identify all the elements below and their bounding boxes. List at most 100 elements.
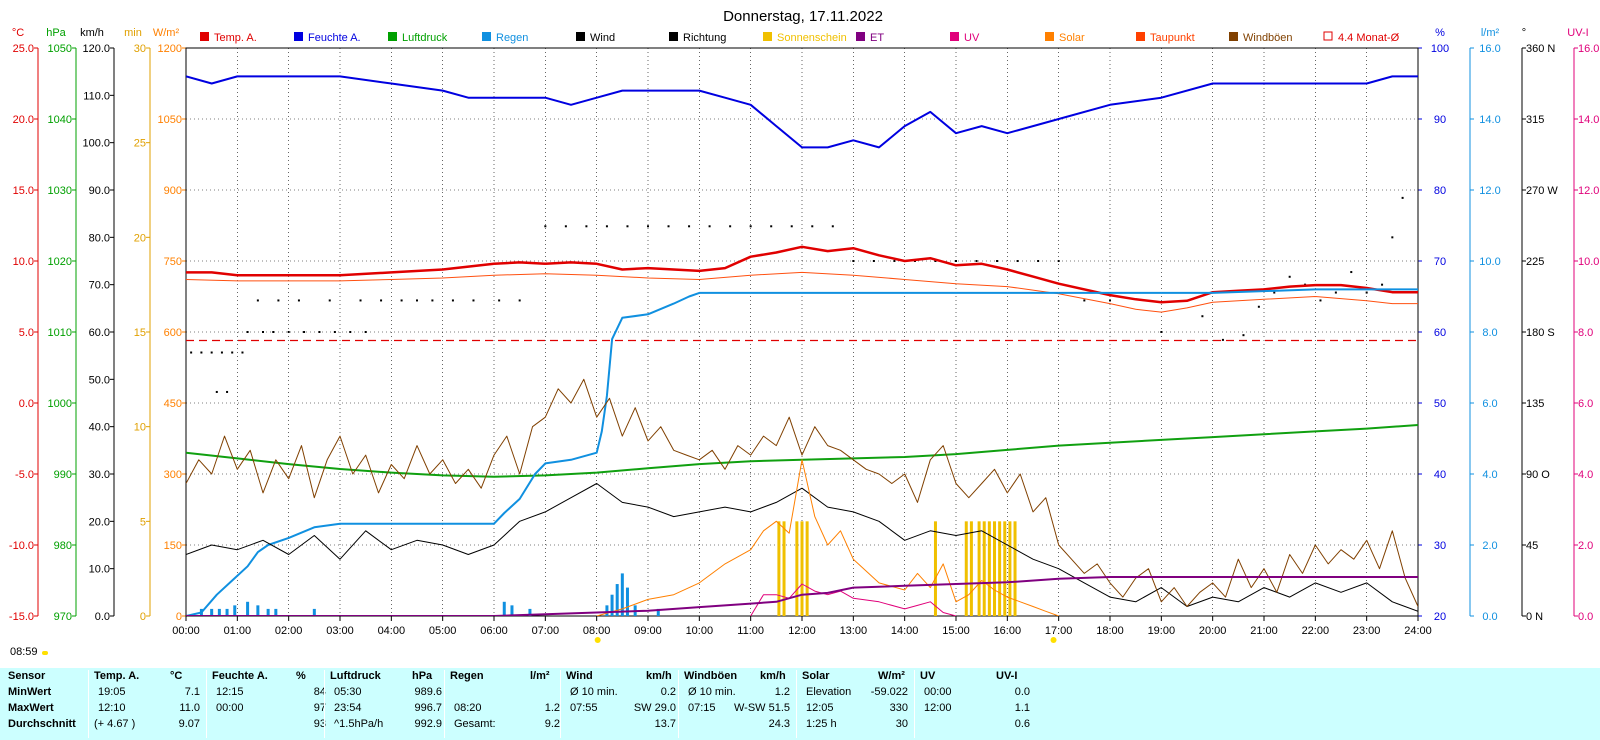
legend-swatch [763, 32, 772, 41]
rain-tick-label: 10.0 [1479, 256, 1500, 268]
rain-bar [610, 594, 614, 616]
direction-point [246, 331, 249, 333]
direction-point [472, 299, 475, 302]
sunshine-bar [800, 521, 804, 616]
pressure-tick-label: 1030 [48, 185, 72, 197]
direction-point [708, 225, 711, 228]
uvi-tick-label: 10.0 [1578, 256, 1599, 268]
direction-point [1242, 334, 1245, 337]
uvi-tick-label: 2.0 [1578, 540, 1593, 552]
direction-point [770, 225, 773, 228]
stats-divider [88, 670, 89, 738]
stats-header-unit: °C [170, 670, 183, 682]
stats-header-unit: km/h [760, 670, 786, 682]
stats-value: 97 [313, 702, 326, 714]
direction-point [380, 299, 383, 302]
x-tick-label: 12:00 [788, 625, 816, 637]
direction-point [262, 331, 264, 333]
stats-value: 1.2 [544, 702, 560, 714]
x-tick-label: 15:00 [942, 625, 970, 637]
pressure-axis-unit: hPa [46, 27, 66, 39]
solar-tick-label: 600 [164, 327, 182, 339]
stats-time: 12:05 [806, 702, 834, 714]
rain-bar [246, 601, 250, 616]
stats-time: 08:20 [454, 702, 482, 714]
rain-bar [528, 608, 532, 616]
stats-time: (+ 4.67 ) [94, 718, 136, 730]
stats-time: 12:15 [216, 686, 244, 698]
rain-bar [605, 605, 609, 616]
rain-bar [312, 608, 316, 616]
direction-point [416, 299, 418, 302]
humidity-axis-unit: % [1435, 27, 1445, 39]
rain-bar [256, 605, 260, 616]
wind-tick-label: 30.0 [89, 469, 110, 481]
direction-point [585, 225, 588, 228]
sun-icon [42, 651, 48, 655]
direction-point [790, 225, 793, 228]
stats-time: 07:15 [688, 702, 716, 714]
stats-header-unit: l/m² [530, 670, 550, 682]
direction-point [328, 299, 331, 302]
stats-header-unit: hPa [412, 670, 433, 682]
solar-tick-label: 0 [176, 611, 182, 623]
sunshine-bar [1013, 521, 1017, 616]
sunrise-marker [594, 637, 601, 643]
legend-swatch [856, 32, 865, 41]
direction-point [749, 225, 752, 228]
solar-tick-label: 900 [164, 185, 182, 197]
x-tick-label: 16:00 [994, 625, 1022, 637]
wind-tick-label: 40.0 [89, 422, 110, 434]
direction-point [318, 331, 321, 333]
rain-bar [625, 587, 629, 616]
direction-point [1334, 291, 1337, 294]
stats-divider [560, 670, 561, 738]
legend-swatch [576, 32, 585, 41]
uvi-tick-label: 6.0 [1578, 398, 1593, 410]
direction-point [729, 225, 732, 228]
wind-tick-label: 50.0 [89, 374, 110, 386]
pressure-tick-label: 1040 [48, 114, 72, 126]
stats-value: 1.2 [774, 686, 790, 698]
direction-point [1365, 291, 1368, 294]
statistics-panel: Sensor MinWert MaxWert Durchschnitt Temp. A.… [0, 668, 1600, 740]
direction-point [1273, 291, 1276, 294]
legend-item-label: Richtung [683, 32, 726, 44]
series-line [186, 378, 1418, 607]
direction-point [1381, 283, 1384, 286]
direction-point [210, 351, 213, 354]
rain-tick-label: 8.0 [1482, 327, 1497, 339]
stats-value: -59.022 [870, 686, 908, 698]
legend-item-label: Wind [590, 32, 615, 44]
x-tick-label: 04:00 [378, 625, 406, 637]
pressure-tick-label: 1020 [48, 256, 72, 268]
direction-point [272, 331, 275, 333]
rain-tick-label: 12.0 [1479, 185, 1500, 197]
rain-axis-unit: l/m² [1481, 27, 1500, 39]
humidity-tick-label: 40 [1434, 469, 1446, 481]
stats-divider [678, 670, 679, 738]
rain-tick-label: 4.0 [1482, 469, 1497, 481]
sun_min-tick-label: 30 [134, 43, 146, 55]
humidity-tick-label: 70 [1434, 256, 1446, 268]
solar-tick-label: 750 [164, 256, 182, 268]
direction-point [241, 351, 244, 354]
x-tick-label: 19:00 [1148, 625, 1176, 637]
uvi-tick-label: 8.0 [1578, 327, 1593, 339]
stats-time: 23:54 [334, 702, 362, 714]
chart-title: Donnerstag, 17.11.2022 [723, 8, 883, 25]
direction-point [349, 331, 352, 333]
sun_min-tick-label: 0 [140, 611, 146, 623]
sunshine-bar [933, 521, 937, 616]
rain-bar [233, 605, 237, 616]
solar-axis-unit: W/m² [153, 27, 180, 39]
stats-value: 9.07 [178, 718, 200, 730]
direction-point [1037, 260, 1040, 262]
solar-tick-label: 300 [164, 469, 182, 481]
stats-value: 93 [313, 718, 326, 730]
rain-bar [217, 608, 221, 616]
legend-item-label: Luftdruck [402, 32, 448, 44]
x-tick-label: 08:00 [583, 625, 611, 637]
direction-tick-label: 45 [1526, 540, 1538, 552]
direction-point [1109, 299, 1111, 302]
